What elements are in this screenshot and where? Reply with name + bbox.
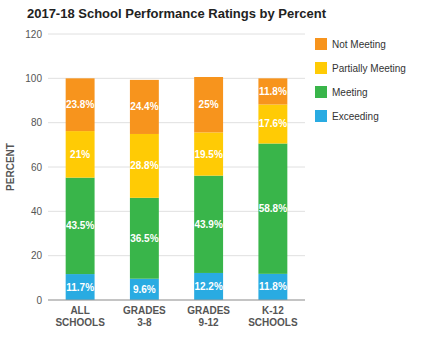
x-tick-label: ALLSCHOOLS [55,305,105,328]
x-tick-line: GRADES [187,305,230,316]
x-axis-line [48,300,305,301]
title: 2017-18 School Performance Ratings by Pe… [27,6,327,21]
data-label: 58.8% [259,203,287,214]
x-tick-line: K-12 [262,305,284,316]
x-tick-line: GRADES [123,305,166,316]
bar-segment [258,78,287,104]
data-label: 19.5% [194,149,222,160]
legend-swatch [315,38,327,50]
bar-segment [258,274,287,300]
bar-segment [194,273,223,300]
data-label: 21% [70,149,90,160]
data-label: 11.7% [66,282,94,293]
y-tick-label: 40 [31,206,43,217]
grid-line [48,34,305,35]
y-tick-label: 120 [25,29,42,40]
bar-segment [258,104,287,143]
data-label: 36.5% [130,233,158,244]
y-tick-label: 100 [25,73,42,84]
legend-label: Meeting [332,87,368,98]
chart-container: 2017-18 School Performance Ratings by Pe… [0,0,430,346]
chart-svg: 2017-18 School Performance Ratings by Pe… [0,0,430,346]
bar-segment [258,144,287,274]
bar-segment [130,134,159,198]
data-label: 11.8% [259,86,287,97]
grid-line [48,300,305,301]
x-tick-line: ALL [70,305,89,316]
data-label: 28.8% [130,160,158,171]
bar-segment [130,279,159,300]
legend-label: Partially Meeting [332,63,406,74]
x-tick-label: GRADES3-8 [123,305,166,328]
data-label: 43.9% [194,219,222,230]
legend-swatch [315,86,327,98]
bar-segment [130,198,159,279]
data-label: 11.8% [259,281,287,292]
bar-segment [66,274,95,300]
data-label: 12.2% [194,281,222,292]
bar-segment [130,80,159,134]
legend-swatch [315,62,327,74]
x-tick-label: GRADES9-12 [187,305,230,328]
y-tick-label: 0 [36,295,42,306]
data-labels: 11.7% 9.6% 12.2% 11.8% 43.5% 36.5% 43.9% 58.8% 2… [66,86,287,295]
bars [66,77,288,300]
data-label: 43.5% [66,220,94,231]
legend-label: Not Meeting [332,39,386,50]
data-label: 23.8% [66,99,94,110]
y-tick-label: 20 [31,250,43,261]
data-label: 24.4% [130,101,158,112]
legend-label: Exceeding [332,111,379,122]
legend-swatch [315,110,327,122]
data-label: 9.6% [133,284,156,295]
x-tick-line: SCHOOLS [55,317,105,328]
bar-segment [66,178,95,274]
y-axis-label: PERCENT [5,143,16,191]
data-label: 25% [199,99,219,110]
bar-segment [194,77,223,132]
x-tick-line: 9-12 [199,317,219,328]
data-label: 17.6% [259,118,287,129]
bar-segment [194,132,223,175]
bar-segment [66,131,95,178]
grid [48,34,305,300]
x-tick-label: K-12SCHOOLS [248,305,298,328]
bar-segment [66,78,95,131]
legend: Not Meeting Partially Meeting Meeting Excee… [315,38,406,122]
x-tick-line: SCHOOLS [248,317,298,328]
x-tick-line: 3-8 [137,317,152,328]
bar-segment [194,176,223,273]
y-tick-label: 80 [31,117,43,128]
y-tick-label: 60 [31,162,43,173]
